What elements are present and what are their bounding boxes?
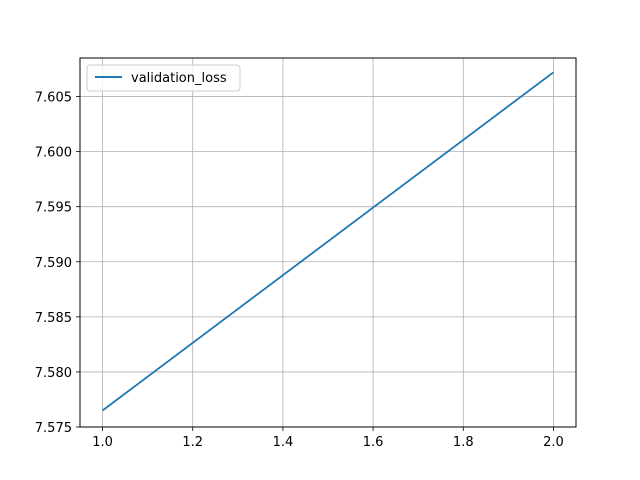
series-layer bbox=[102, 71, 554, 412]
x-tick-label: 1.8 bbox=[453, 435, 474, 450]
x-tick-label: 1.4 bbox=[273, 435, 294, 450]
y-tick-label: 7.575 bbox=[35, 421, 72, 436]
legend-label: validation_loss bbox=[131, 71, 227, 86]
y-tick-label: 7.590 bbox=[35, 256, 72, 271]
y-tick-label: 7.585 bbox=[35, 311, 72, 326]
x-tick-label: 2.0 bbox=[543, 435, 564, 450]
x-tick-label: 1.6 bbox=[363, 435, 384, 450]
series-line-0 bbox=[102, 71, 554, 412]
y-tick-label: 7.605 bbox=[35, 91, 72, 106]
y-axis: 7.575 7.580 7.585 7.590 7.595 7.600 7.605 bbox=[35, 91, 80, 436]
x-tick-label: 1.0 bbox=[92, 435, 113, 450]
plot-area-frame bbox=[79, 57, 577, 428]
y-tick-label: 7.580 bbox=[35, 366, 72, 381]
y-tick-label: 7.595 bbox=[35, 201, 72, 216]
grid bbox=[80, 58, 576, 428]
y-tick-label: 7.600 bbox=[35, 146, 72, 161]
x-tick-label: 1.2 bbox=[182, 435, 203, 450]
legend: validation_loss bbox=[86, 64, 241, 92]
legend-box bbox=[86, 64, 241, 92]
x-axis: 1.0 1.2 1.4 1.6 1.8 2.0 bbox=[92, 427, 564, 450]
